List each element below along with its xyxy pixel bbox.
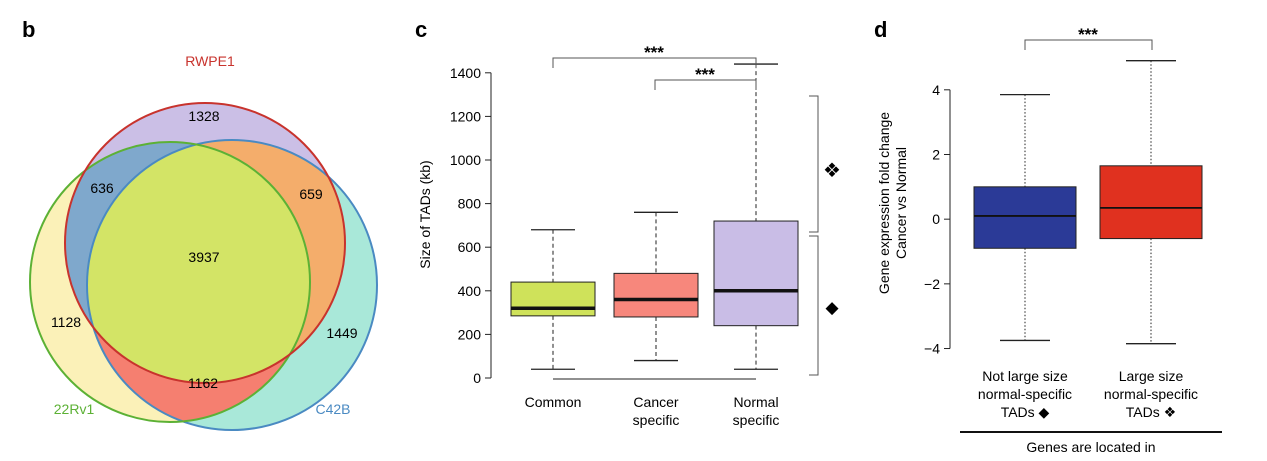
boxplot-expression-fold-change: −4 −2 0 2 4 Gene expression fold change Cancer…: [876, 60, 1203, 357]
box-iqr: [613, 272, 699, 318]
venn-outline-c42b: [86, 139, 378, 431]
box-iqr: [713, 220, 799, 327]
x-category-label: Cancer: [633, 394, 678, 410]
x-category-label: specific: [733, 412, 780, 428]
y-tick-label: 1400: [450, 65, 481, 81]
box-iqr: [1099, 165, 1203, 240]
venn-outline-rwpe1: [64, 102, 346, 384]
y-tick-label: −2: [924, 276, 940, 292]
venn-set-label-rwpe1: RWPE1: [185, 53, 235, 69]
venn-count-rwpe1-c42b: 659: [299, 186, 323, 202]
box-0: [973, 94, 1077, 342]
venn-set-label-c42b: C42B: [315, 401, 350, 417]
x-category-label: specific: [633, 412, 680, 428]
category-label-large-line2: normal-specific: [1104, 386, 1198, 402]
category-label-not-large-line1: Not large size: [982, 368, 1068, 384]
not-large-size-symbol-icon: ◆: [825, 298, 839, 317]
y-tick-label: 0: [473, 370, 481, 386]
venn-count-all-three: 3937: [188, 249, 219, 265]
panel-letter-b: b: [22, 17, 35, 42]
y-tick-label: 1200: [450, 108, 481, 124]
y-tick-label: 200: [458, 326, 482, 342]
box-0: Common: [510, 229, 596, 410]
brace-not-large-tads: [809, 235, 819, 376]
panel-letter-c: c: [415, 17, 427, 42]
venn-count-rwpe1-only: 1328: [188, 108, 219, 124]
box-1: [1099, 60, 1203, 345]
venn-diagram: RWPE1 22Rv1 C42B 1328 636 659 3937 1128 …: [29, 53, 378, 431]
y-axis-title: Size of TADs (kb): [417, 160, 433, 268]
category-label-not-large-line2: normal-specific: [978, 386, 1072, 402]
box-1: Cancer specific: [613, 211, 699, 428]
group-caption: Genes are located in: [1026, 439, 1155, 455]
panel-c-significance: *** *** ❖ ◆: [552, 43, 841, 376]
x-category-label: Common: [525, 394, 582, 410]
venn-count-22rv1-c42b: 1162: [188, 375, 218, 391]
y-tick-label: 0: [932, 211, 940, 227]
category-label-large-line3: TADs ❖: [1126, 404, 1176, 420]
box-iqr: [973, 186, 1077, 249]
venn-set-label-22rv1: 22Rv1: [54, 401, 95, 417]
y-tick-label: 800: [458, 196, 482, 212]
category-label-not-large-line3: TADs ◆: [1001, 404, 1050, 420]
y-tick-label: 400: [458, 283, 482, 299]
box-iqr: [510, 281, 596, 317]
sig-stars-d: ***: [1078, 25, 1098, 44]
category-label-large-line1: Large size: [1119, 368, 1184, 384]
venn-outline-22rv1: [29, 141, 311, 423]
venn-count-22rv1-only: 1128: [51, 314, 81, 330]
x-category-label: Normal: [733, 394, 778, 410]
brace-large-tads: [809, 95, 819, 233]
y-axis-title-line: Cancer vs Normal: [893, 147, 909, 259]
y-tick-label: 1000: [450, 152, 481, 168]
panel-d-category-labels: Not large size normal-specific TADs ◆ La…: [960, 368, 1222, 455]
box-2: Normal specific: [713, 63, 799, 428]
sig-bracket-d: [1024, 39, 1153, 50]
sig-stars-cancer-normal: ***: [695, 65, 715, 84]
venn-count-c42b-only: 1449: [326, 325, 357, 341]
sig-bracket-cancer-normal: [654, 79, 757, 90]
y-tick-label: 600: [458, 239, 482, 255]
y-tick-label: 4: [932, 82, 940, 98]
sig-stars-common-normal: ***: [644, 43, 664, 62]
panel-letter-d: d: [874, 17, 887, 42]
y-axis-title-line: Gene expression fold change: [876, 112, 892, 294]
panel-d-significance: ***: [1024, 25, 1153, 50]
y-tick-label: 2: [932, 146, 940, 162]
large-size-symbol-icon: ❖: [823, 160, 841, 182]
boxplot-tad-size: 0 200 400 600 800 1000 1200 1400 Size of TADs (k…: [417, 63, 799, 428]
sig-bracket-common-normal: [552, 57, 757, 68]
y-tick-label: −4: [924, 341, 940, 357]
venn-count-rwpe1-22rv1: 636: [90, 180, 114, 196]
